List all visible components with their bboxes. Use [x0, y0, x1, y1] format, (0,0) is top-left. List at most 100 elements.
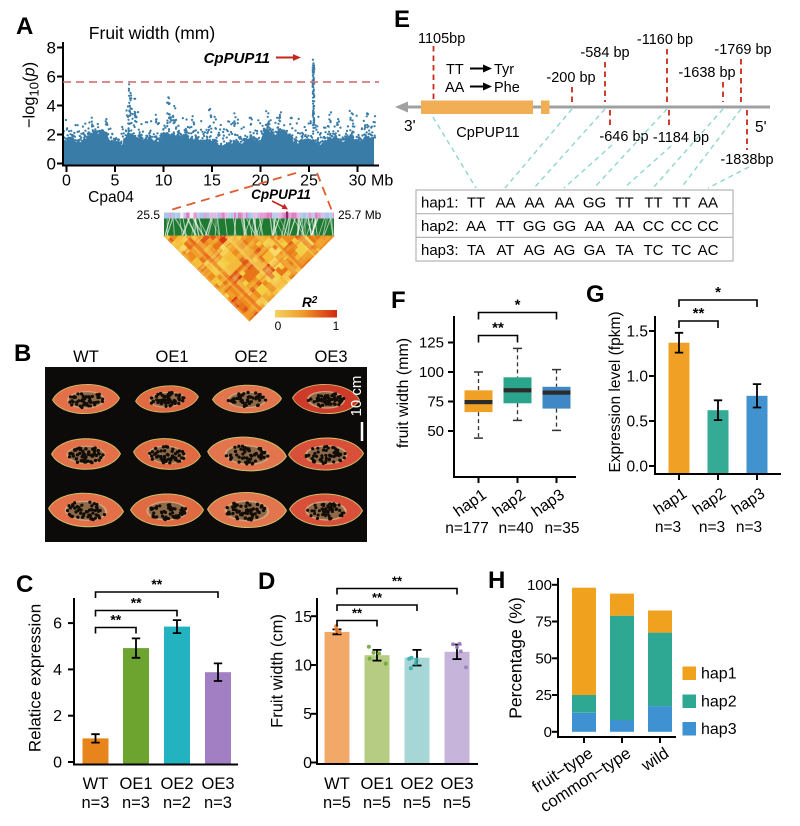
svg-text:A: A: [16, 13, 33, 40]
svg-text:25.5: 25.5: [137, 208, 161, 222]
svg-text:n=5: n=5: [443, 794, 471, 812]
svg-text:1.0: 1.0: [626, 369, 648, 386]
svg-text:OE1: OE1: [155, 348, 188, 366]
svg-text:0.0: 0.0: [626, 459, 648, 476]
svg-text:OE3: OE3: [314, 348, 347, 366]
svg-text:-584 bp: -584 bp: [580, 45, 629, 61]
svg-text:hap3: hap3: [701, 721, 737, 738]
svg-text:125: 125: [419, 335, 444, 352]
svg-text:-200 bp: -200 bp: [546, 70, 595, 86]
svg-text:4: 4: [53, 662, 62, 679]
svg-text:CC: CC: [671, 218, 693, 235]
svg-text:50: 50: [427, 423, 444, 440]
svg-text:WT: WT: [324, 775, 350, 793]
svg-text:n=40: n=40: [499, 520, 534, 537]
svg-text:TA: TA: [615, 242, 633, 259]
svg-text:TT: TT: [672, 195, 690, 212]
svg-text:n=5: n=5: [323, 794, 351, 812]
svg-text:OE2: OE2: [160, 775, 193, 793]
svg-text:OE2: OE2: [400, 775, 433, 793]
svg-text:AA: AA: [614, 218, 634, 235]
svg-text:TC: TC: [672, 242, 692, 259]
svg-text:OE2: OE2: [234, 348, 267, 366]
svg-text:GG: GG: [553, 218, 576, 235]
svg-text:hap1: hap1: [701, 666, 737, 683]
svg-text:AA: AA: [524, 195, 544, 212]
svg-text:-1838bp: -1838bp: [720, 152, 773, 168]
svg-text:2: 2: [47, 126, 56, 145]
svg-text:*: *: [515, 297, 521, 314]
svg-text:OE3: OE3: [440, 775, 473, 793]
svg-text:Fruit width (mm): Fruit width (mm): [89, 23, 215, 43]
svg-text:OE1: OE1: [119, 775, 152, 793]
svg-text:-1638 bp: -1638 bp: [678, 65, 735, 81]
svg-text:Expression level (fpkm): Expression level (fpkm): [607, 311, 624, 472]
svg-text:**: **: [151, 576, 162, 592]
svg-text:1105bp: 1105bp: [418, 31, 465, 47]
svg-text:n=3: n=3: [82, 794, 110, 812]
svg-text:75: 75: [535, 614, 552, 631]
svg-text:Fruit width (cm): Fruit width (cm): [269, 614, 287, 728]
svg-text:5: 5: [303, 706, 312, 723]
svg-text:hap2:: hap2:: [421, 218, 459, 235]
svg-text:CpPUP11: CpPUP11: [456, 125, 519, 141]
svg-text:**: **: [492, 320, 504, 337]
svg-text:AA: AA: [466, 218, 486, 235]
svg-text:5: 5: [111, 173, 120, 190]
svg-text:25: 25: [535, 687, 552, 704]
svg-text:CC: CC: [697, 218, 719, 235]
svg-text:WT: WT: [83, 775, 109, 793]
svg-text:1.5: 1.5: [626, 324, 648, 341]
svg-text:n=3: n=3: [736, 519, 762, 536]
svg-text:D: D: [258, 568, 275, 595]
svg-text:**: **: [352, 606, 363, 621]
svg-text:10 cm: 10 cm: [348, 376, 365, 417]
svg-text:H: H: [488, 567, 505, 594]
svg-text:B: B: [14, 340, 31, 367]
svg-text:6: 6: [53, 616, 62, 633]
svg-text:30: 30: [349, 173, 367, 190]
svg-text:25.7 Mb: 25.7 Mb: [338, 208, 382, 222]
svg-text:5': 5': [755, 119, 767, 136]
svg-text:Relatice expression: Relatice expression: [26, 604, 45, 752]
svg-text:-1769 bp: -1769 bp: [714, 42, 771, 58]
svg-text:TA: TA: [467, 242, 485, 259]
svg-text:AG: AG: [524, 242, 546, 259]
svg-text:10: 10: [155, 173, 173, 190]
svg-text:25: 25: [300, 173, 318, 190]
svg-text:0: 0: [303, 755, 312, 772]
svg-text:n=5: n=5: [403, 794, 431, 812]
svg-text:E: E: [394, 6, 410, 33]
svg-text:6: 6: [47, 68, 56, 87]
svg-text:100: 100: [527, 577, 552, 594]
svg-text:CC: CC: [643, 218, 665, 235]
svg-text:AC: AC: [698, 242, 719, 259]
svg-text:CpPUP11: CpPUP11: [204, 50, 270, 67]
svg-text:15: 15: [203, 173, 221, 190]
svg-text:3': 3': [404, 118, 416, 135]
svg-text:-646 bp: -646 bp: [599, 129, 648, 145]
svg-text:Mb: Mb: [371, 173, 393, 190]
svg-text:75: 75: [427, 394, 444, 411]
svg-text:2: 2: [53, 708, 62, 725]
svg-text:C: C: [16, 571, 33, 598]
svg-text:OE3: OE3: [201, 775, 234, 793]
svg-text:AA: AA: [445, 80, 465, 96]
svg-text:TT: TT: [496, 218, 514, 235]
svg-text:Tyr: Tyr: [494, 62, 514, 78]
svg-text:TT: TT: [644, 195, 662, 212]
svg-text:n=3: n=3: [699, 519, 725, 536]
svg-text:0: 0: [53, 755, 62, 772]
svg-text:0: 0: [544, 724, 552, 741]
svg-text:TC: TC: [644, 242, 664, 259]
svg-text:fruit width (mm): fruit width (mm): [395, 338, 412, 448]
svg-text:CpPUP11: CpPUP11: [251, 187, 311, 202]
svg-text:**: **: [372, 590, 383, 605]
svg-text:−log10(p): −log10(p): [21, 62, 42, 128]
svg-text:0: 0: [275, 319, 282, 333]
svg-text:F: F: [391, 287, 406, 314]
svg-text:0.5: 0.5: [626, 414, 648, 431]
svg-text:4: 4: [47, 97, 56, 116]
svg-text:100: 100: [419, 364, 444, 381]
svg-text:Cpa04: Cpa04: [88, 189, 134, 206]
